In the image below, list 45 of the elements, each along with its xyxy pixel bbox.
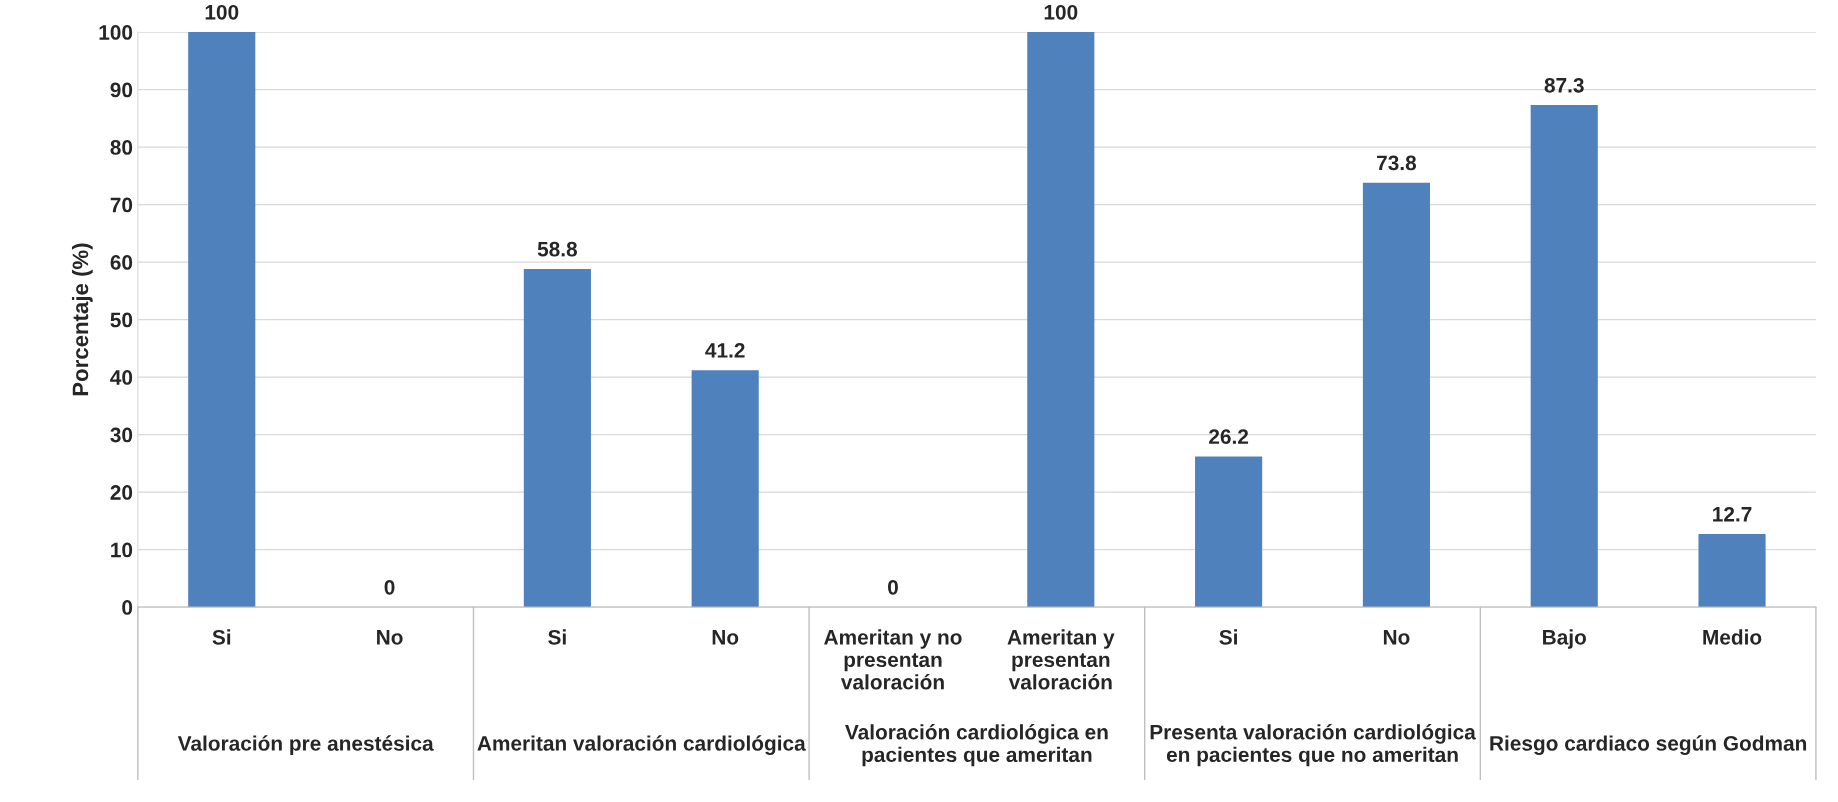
x-tick-label: No — [377, 630, 403, 645]
y-tick-label: 60 — [110, 255, 133, 270]
y-tick-label: 40 — [110, 370, 133, 385]
x-tick-label: Medio — [1703, 629, 1762, 645]
x-tick-label: Si — [548, 629, 566, 645]
bar — [1530, 105, 1598, 608]
y-tick-label: 50 — [110, 312, 133, 328]
x-tick-label: No — [1383, 630, 1410, 645]
data-label: 12.7 — [1713, 506, 1752, 522]
bar — [188, 32, 256, 608]
text: Valoración pre anestésica — [177, 735, 434, 755]
text: Ameritan valoración cardiológica — [477, 735, 806, 755]
y-tick-label: 20 — [110, 485, 133, 500]
data-label: 100 — [1044, 4, 1078, 20]
bar — [691, 370, 759, 608]
y-axis-title: Porcentaje (%) — [71, 243, 93, 396]
bar — [1362, 182, 1430, 608]
bar — [523, 268, 591, 608]
bar — [1195, 456, 1263, 608]
y-tick-label: 10 — [111, 542, 133, 558]
x-tick-label: Si — [212, 629, 231, 645]
data-label: 87.3 — [1544, 77, 1584, 93]
text: Riesgo cardiaco según Godman — [1490, 735, 1807, 755]
bar — [1027, 32, 1095, 608]
data-label: 26.2 — [1209, 429, 1249, 444]
data-label: 100 — [205, 4, 239, 20]
data-label: 0 — [384, 579, 395, 595]
x-tick-label: No — [712, 630, 739, 645]
x-tick-label: Ameritan y no presentan valoración — [824, 629, 962, 690]
text: Presenta valoración cardiológica en pacientes que no ameritan — [1150, 724, 1476, 767]
x-tick-label: Ameritan y presentan valoración — [1007, 629, 1115, 690]
y-tick-label: 0 — [122, 600, 133, 615]
y-tick-label: 90 — [110, 82, 133, 98]
y-tick-label: 30 — [110, 427, 133, 443]
data-label: 58.8 — [537, 241, 578, 257]
y-tick-label: 100 — [99, 25, 133, 40]
x-tick-label: Bajo — [1543, 629, 1586, 649]
text: Valoración cardiológica en pacientes que ameritan — [845, 724, 1108, 767]
y-tick-label: 70 — [110, 197, 133, 213]
data-label: 73.8 — [1377, 155, 1417, 171]
y-tick-label: 80 — [110, 140, 133, 155]
bar — [1698, 534, 1766, 608]
x-tick-label: Si — [1219, 629, 1237, 645]
data-label: 41.2 — [705, 343, 745, 358]
data-label: 0 — [888, 579, 898, 595]
